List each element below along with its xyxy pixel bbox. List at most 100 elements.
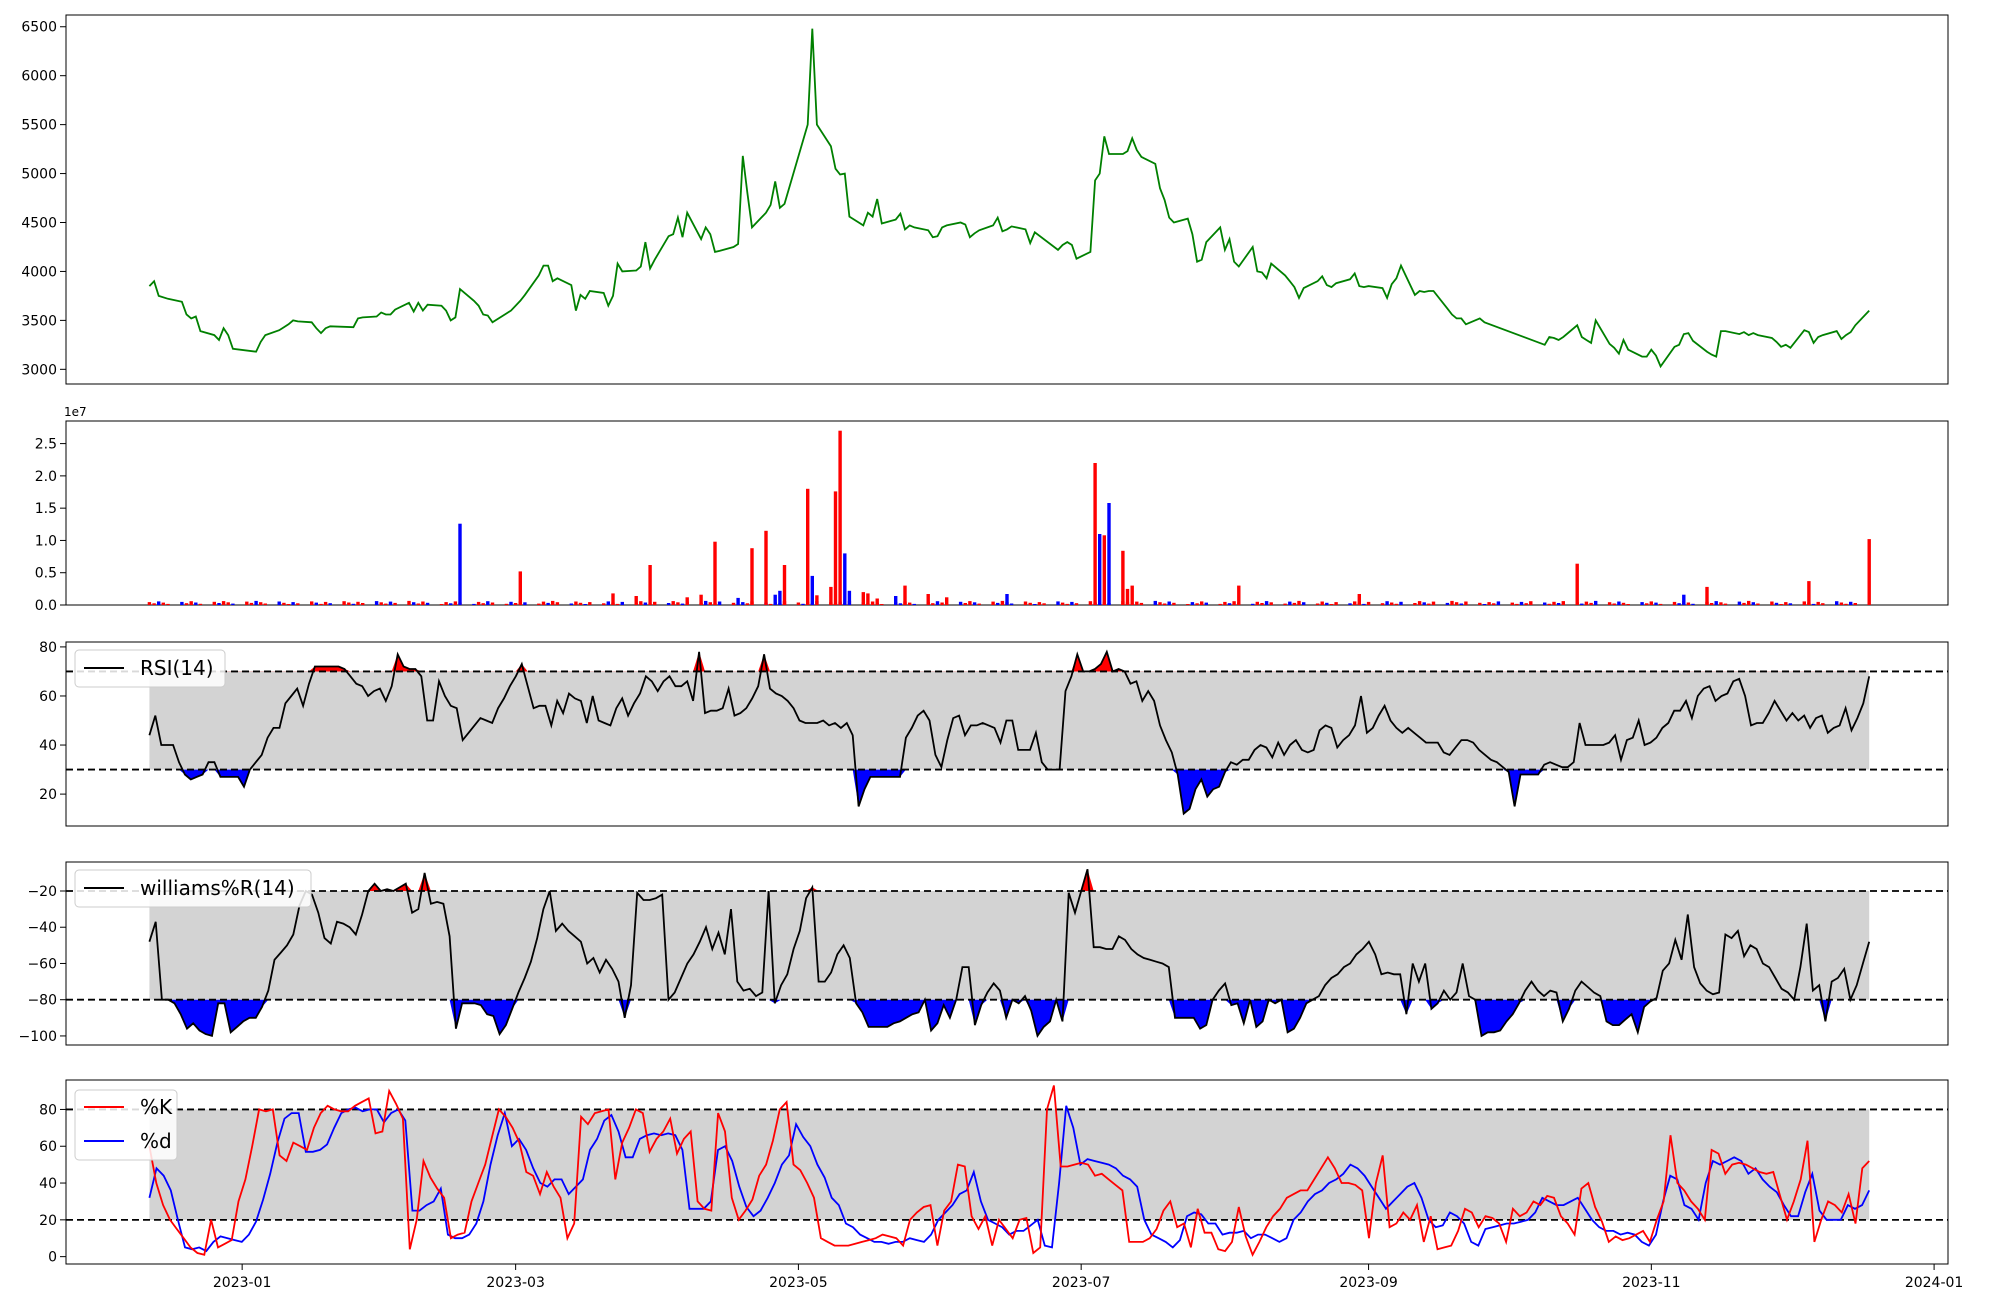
volume-bar <box>393 602 397 605</box>
volume-bar <box>1037 602 1042 605</box>
volume-bar <box>1849 601 1853 605</box>
y-tick-label: 2.5 <box>35 437 57 453</box>
volume-bar <box>374 601 379 605</box>
volume-bar <box>615 603 620 605</box>
volume-bar <box>1130 585 1134 605</box>
volume-bar <box>1366 601 1371 605</box>
volume-bar <box>1705 586 1709 605</box>
volume-bar <box>388 601 393 605</box>
volume-bar <box>509 601 513 605</box>
volume-bar <box>555 602 560 605</box>
volume-bar <box>833 491 838 605</box>
volume-bar <box>1394 603 1399 605</box>
volume-bar <box>1510 602 1514 605</box>
volume-bar <box>1232 601 1236 605</box>
volume-bar <box>1478 602 1482 605</box>
volume-bar <box>1074 603 1079 605</box>
plot-frame <box>65 861 1949 1046</box>
volume-bar <box>717 601 722 605</box>
y-tick-label: −60 <box>27 956 57 972</box>
volume-bar <box>1492 603 1496 605</box>
y-tick-label: −20 <box>27 884 57 900</box>
volume-bar <box>1223 601 1227 605</box>
volume-bar <box>1353 601 1357 605</box>
volume-bar <box>810 575 814 605</box>
volume-panel: 0.0 0.5 1.0 1.5 2.0 2.5 <box>35 420 1949 614</box>
volume-bar <box>1645 603 1649 605</box>
volume-bar <box>1413 603 1417 605</box>
volume-bar <box>1617 601 1621 605</box>
volume-bar <box>1853 603 1857 605</box>
volume-bar <box>1742 602 1746 605</box>
y-tick-label: 6500 <box>21 20 57 36</box>
volume-bar <box>379 602 383 605</box>
volume-bar <box>1302 602 1306 605</box>
volume-bar <box>1000 600 1005 605</box>
volume-bar <box>773 594 777 605</box>
volume-bar <box>1172 602 1176 605</box>
y-tick-label: 3000 <box>21 362 57 378</box>
volume-bar <box>1821 603 1825 605</box>
volume-bar <box>1056 601 1060 605</box>
volume-bar <box>875 598 879 605</box>
volume-bar <box>1348 603 1352 605</box>
volume-bar <box>152 603 156 605</box>
stochastic-legend-d: %d <box>140 1129 172 1153</box>
volume-bar <box>1487 602 1491 605</box>
volume-bar <box>1756 603 1760 605</box>
volume-bar <box>1362 603 1366 605</box>
volume-bar <box>1547 603 1551 605</box>
volume-bar <box>1784 602 1788 605</box>
volume-bar <box>453 601 458 605</box>
volume-bar <box>1390 602 1394 605</box>
volume-bar <box>1575 563 1579 605</box>
volume-bar <box>249 602 254 605</box>
volume-bar <box>157 601 161 605</box>
volume-bar <box>1682 594 1686 605</box>
volume-bar <box>351 603 356 605</box>
volume-bar <box>996 602 1000 605</box>
volume-bar <box>282 602 286 605</box>
volume-bar <box>245 601 249 605</box>
volume-bar <box>1459 603 1463 605</box>
volume-bar <box>1264 601 1269 605</box>
volume-bar <box>1431 601 1436 605</box>
volume-bar <box>945 597 949 605</box>
volume-bar <box>212 601 216 605</box>
volume-bar <box>588 602 592 605</box>
y-tick-label: 5000 <box>21 167 57 183</box>
volume-bar <box>653 601 657 605</box>
volume-bar <box>1496 601 1501 605</box>
volume-bar <box>1654 602 1658 605</box>
volume-bar <box>1811 603 1816 605</box>
volume-bar <box>908 602 912 605</box>
price-panel: 3000 3500 4000 4500 5000 5500 6000 6500 <box>21 14 1949 385</box>
y-tick-label: 5500 <box>21 118 57 134</box>
volume-bar <box>1009 603 1014 605</box>
volume-bar <box>903 585 907 605</box>
volume-bar <box>1607 602 1612 605</box>
y-tick-label: 0.0 <box>35 598 57 614</box>
x-tick-label: 2023-11 <box>1622 1275 1681 1291</box>
threshold-band <box>149 890 1870 1000</box>
volume-bar <box>1751 602 1755 605</box>
volume-bar <box>699 594 703 605</box>
volume-bar <box>1807 581 1811 605</box>
volume-offset-label: 1e7 <box>64 405 87 419</box>
volume-bar <box>1802 601 1806 605</box>
volume-bar <box>1658 603 1663 605</box>
volume-bar <box>1070 601 1074 605</box>
volume-bar <box>1162 603 1167 605</box>
y-tick-label: 6000 <box>21 69 57 85</box>
volume-bar <box>194 602 198 605</box>
volume-bar <box>898 603 903 605</box>
volume-bar <box>1580 603 1584 605</box>
rsi-panel: 20 40 60 80 <box>39 640 1949 827</box>
volume-bar <box>634 596 638 605</box>
y-tick-label: 1.5 <box>35 501 57 517</box>
volume-bar <box>1065 603 1069 605</box>
volume-bar <box>1060 602 1065 605</box>
volume-bar <box>1315 603 1320 605</box>
y-tick-label: 0.5 <box>35 566 57 582</box>
volume-bar <box>620 601 624 605</box>
